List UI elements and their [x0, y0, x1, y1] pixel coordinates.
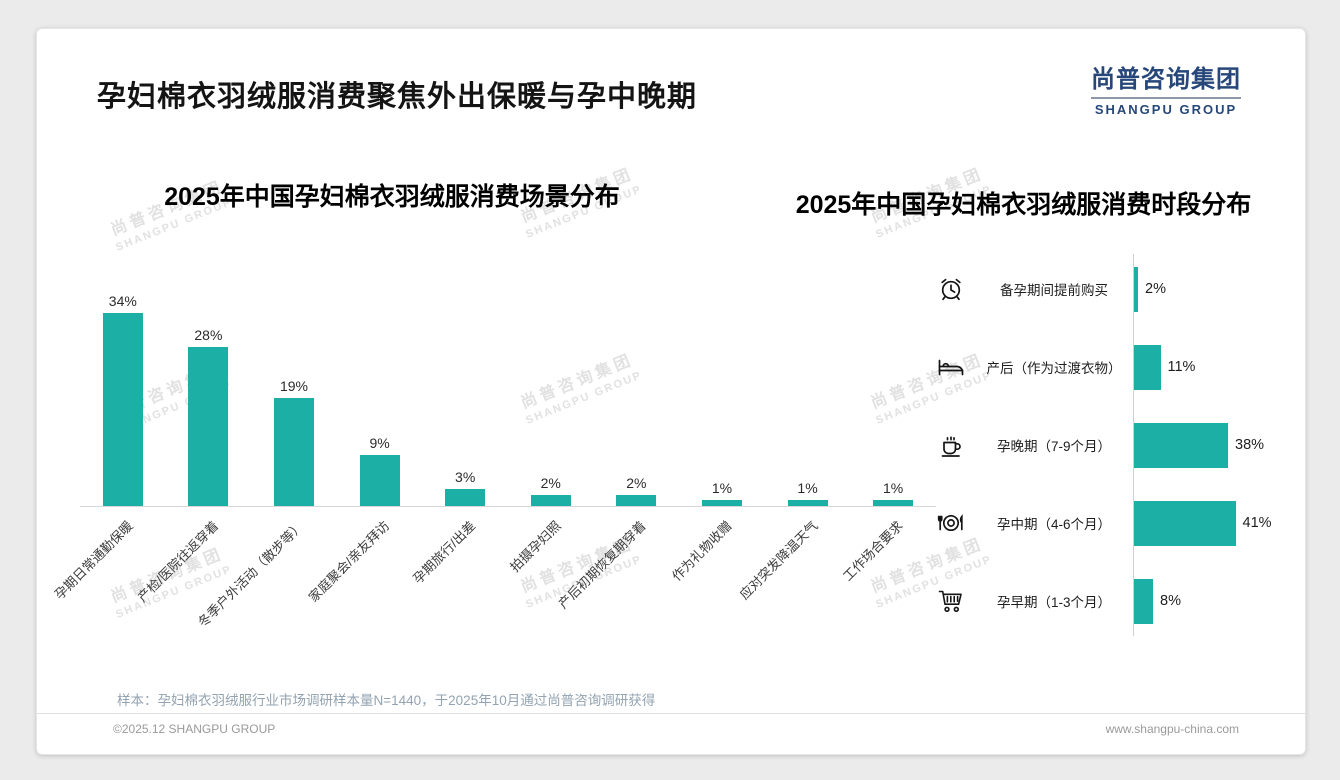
scene-chart-title: 2025年中国孕妇棉衣羽绒服消费场景分布 — [164, 183, 620, 211]
period-bar-value: 11% — [1167, 359, 1196, 375]
coffee-cup-icon — [927, 431, 975, 459]
scene-bar-group: 2% 产后初期恢复期穿着 — [556, 279, 680, 611]
footer-divider — [37, 713, 1305, 714]
scene-bar-group: 3% 孕期旅行/出差 — [410, 279, 508, 586]
period-bar — [1133, 500, 1236, 546]
period-bar-value: 8% — [1160, 593, 1181, 609]
scene-bar-value: 34% — [108, 293, 137, 310]
logo-chinese-text: 尚普咨询集团 — [1091, 66, 1241, 93]
period-bar-row: 孕晚期（7-9个月） 38% — [927, 406, 1302, 484]
period-bar-track: 38% — [1133, 406, 1302, 484]
period-bar-track: 41% — [1133, 484, 1302, 562]
tableware-icon — [927, 509, 975, 537]
scene-bar — [273, 398, 314, 506]
period-bar — [1133, 422, 1228, 468]
period-bar — [1133, 578, 1153, 624]
period-bar-row: 备孕期间提前购买 2% — [927, 250, 1302, 328]
scene-bar-value: 2% — [626, 474, 647, 491]
scene-category-label: 产后初期恢复期穿着 — [555, 518, 650, 612]
period-bar-row: 产后（作为过渡衣物） 11% — [927, 328, 1302, 406]
scene-bar-value: 3% — [455, 469, 476, 485]
scene-bar-value: 19% — [279, 378, 308, 395]
scene-bar-value: 1% — [883, 480, 904, 497]
scene-bar — [616, 494, 657, 506]
logo-english-text: SHANGPU GROUP — [1091, 97, 1241, 117]
scene-bar-group: 1% 应对突发降温天气 — [736, 279, 851, 602]
scene-bar — [445, 489, 486, 506]
scene-bar-group: 19% 冬季户外活动（散步等） — [195, 279, 337, 630]
scene-bar — [188, 347, 229, 506]
scene-bar-value: 1% — [711, 480, 733, 497]
scene-bar-group: 28% 产检/医院往返穿着 — [134, 279, 252, 605]
period-category-label: 产后（作为过渡衣物） — [986, 361, 1122, 376]
scene-bar-group: 9% 家庭聚会/亲友拜访 — [306, 279, 423, 605]
scene-bar — [530, 494, 571, 506]
scene-bar-group: 34% 孕期日常通勤保暖 — [51, 279, 166, 602]
footer-copyright: ©2025.12 SHANGPU GROUP — [113, 722, 276, 736]
page-title: 孕妇棉衣羽绒服消费聚焦外出保暖与孕中晚期 — [97, 81, 698, 113]
scene-bar-value: 1% — [797, 480, 818, 497]
scene-bar-value: 2% — [540, 474, 561, 491]
scene-bar-value: 28% — [194, 327, 223, 344]
period-bar-row: 孕中期（4-6个月） 41% — [927, 484, 1302, 562]
scene-category-label: 孕期日常通勤保暖 — [51, 518, 136, 603]
scene-bar — [787, 500, 828, 506]
scene-bar — [873, 500, 914, 506]
period-category-label: 备孕期间提前购买 — [1000, 283, 1108, 298]
scene-bar-group: 1% 工作场合要求 — [840, 279, 936, 584]
sample-footnote: 样本：孕妇棉衣羽绒服行业市场调研样本量N=1440，于2025年10月通过尚普咨… — [117, 693, 656, 708]
shangpu-logo: 尚普咨询集团 SHANGPU GROUP — [1091, 59, 1241, 117]
slide-card: 尚普咨询集团 SHANGPU GROUP 尚普咨询集团 SHANGPU GROUP 尚普… — [36, 28, 1306, 755]
period-bar-track: 11% — [1133, 328, 1302, 406]
alarm-clock-icon — [927, 275, 975, 303]
scene-bar-group: 2% 拍摄孕妇照 — [507, 279, 594, 575]
period-chart-title: 2025年中国孕妇棉衣羽绒服消费时段分布 — [795, 191, 1252, 219]
scene-category-label: 拍摄孕妇照 — [506, 518, 564, 575]
scene-category-label: 产检/医院往返穿着 — [134, 518, 222, 605]
period-bar-row: 孕早期（1-3个月） 8% — [927, 562, 1302, 640]
scene-bar — [359, 455, 400, 506]
period-bar-value: 41% — [1242, 515, 1272, 531]
period-bar — [1133, 266, 1138, 312]
shopping-cart-icon — [927, 587, 975, 615]
scene-chart-plot: 34% 孕期日常通勤保暖 28% 产检/医院往返穿着 19% 冬季户外活动（散步等） 9% 家… — [51, 279, 936, 630]
scene-bar-value: 9% — [369, 435, 390, 451]
bed-icon — [927, 353, 975, 381]
scene-category-label: 家庭聚会/亲友拜访 — [305, 518, 393, 605]
scene-category-label: 应对突发降温天气 — [736, 518, 821, 603]
period-bar-value: 38% — [1235, 437, 1265, 453]
scene-category-label: 工作场合要求 — [840, 518, 906, 584]
period-chart-rows: 备孕期间提前购买 2% 产后（作为过渡衣物） 11% 孕晚期（7-9个月） 38% 孕中期（… — [927, 250, 1302, 640]
scene-category-label: 作为礼物收赠 — [668, 518, 735, 584]
period-bar-track: 8% — [1133, 562, 1302, 640]
scene-bar — [102, 313, 143, 506]
period-category-label: 孕早期（1-3个月） — [996, 595, 1111, 610]
scene-bar-group: 1% 作为礼物收赠 — [669, 279, 765, 584]
period-bar-value: 2% — [1145, 281, 1166, 297]
period-category-label: 孕中期（4-6个月） — [996, 517, 1111, 532]
footer-website: www.shangpu-china.com — [1105, 722, 1239, 736]
period-bar-track: 2% — [1133, 250, 1302, 328]
scene-category-label: 孕期旅行/出差 — [409, 518, 478, 587]
period-bar — [1133, 344, 1161, 390]
scene-bar — [701, 500, 742, 506]
period-category-label: 孕晚期（7-9个月） — [996, 439, 1111, 454]
